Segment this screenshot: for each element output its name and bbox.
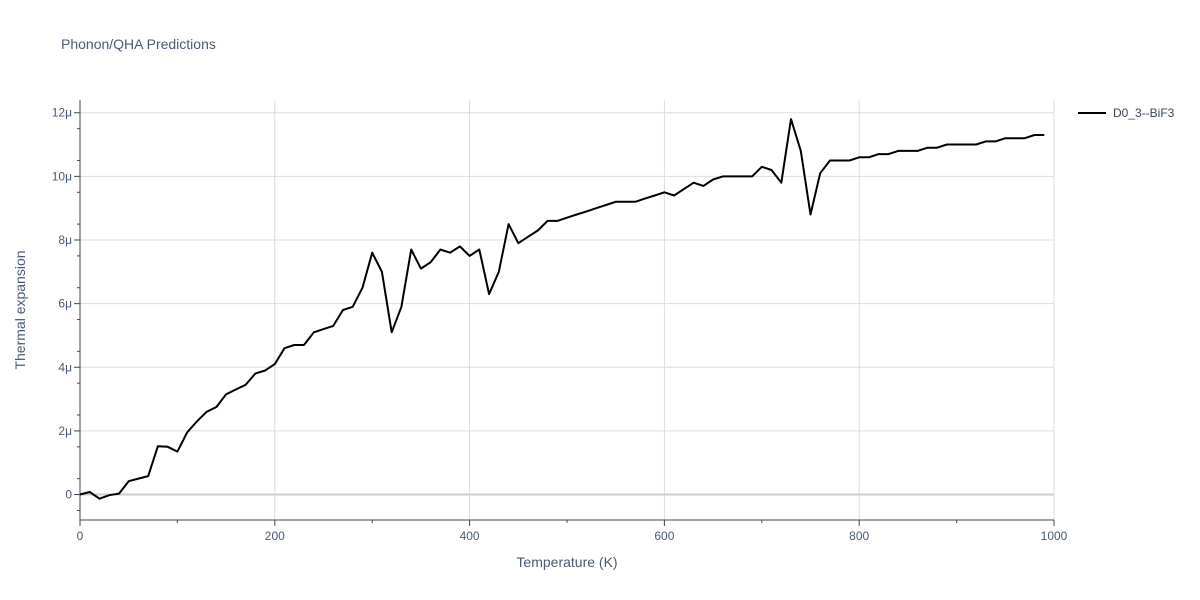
x-tick-label: 400 <box>460 529 480 543</box>
legend[interactable]: D0_3--BiF3 <box>1078 106 1174 120</box>
x-tick-label: 800 <box>849 529 869 543</box>
y-tick-label: 4μ <box>58 360 72 374</box>
y-axis-label: Thermal expansion <box>12 250 28 370</box>
series-line-0 <box>79 118 1045 500</box>
series-layer <box>79 118 1045 500</box>
x-axis-label: Temperature (K) <box>516 554 618 570</box>
legend-swatch <box>1078 112 1106 114</box>
x-tick-label: 0 <box>77 529 84 543</box>
x-tick-label: 600 <box>654 529 674 543</box>
y-tick-label: 6μ <box>58 297 72 311</box>
y-tick-label: 2μ <box>58 424 72 438</box>
grid <box>80 100 1055 520</box>
axes: 0 200 400 600 800 1000 0 2μ 4μ 6μ 8μ 10μ 12μ <box>52 100 1068 543</box>
chart-title: Phonon/QHA Predictions <box>61 36 216 52</box>
legend-label: D0_3--BiF3 <box>1113 106 1175 120</box>
y-tick-label: 10μ <box>52 169 72 183</box>
x-tick-label: 200 <box>265 529 285 543</box>
y-tick-label: 0 <box>65 488 72 502</box>
y-tick-label: 8μ <box>58 233 72 247</box>
y-tick-label: 12μ <box>52 106 72 120</box>
x-tick-label: 1000 <box>1041 529 1068 543</box>
